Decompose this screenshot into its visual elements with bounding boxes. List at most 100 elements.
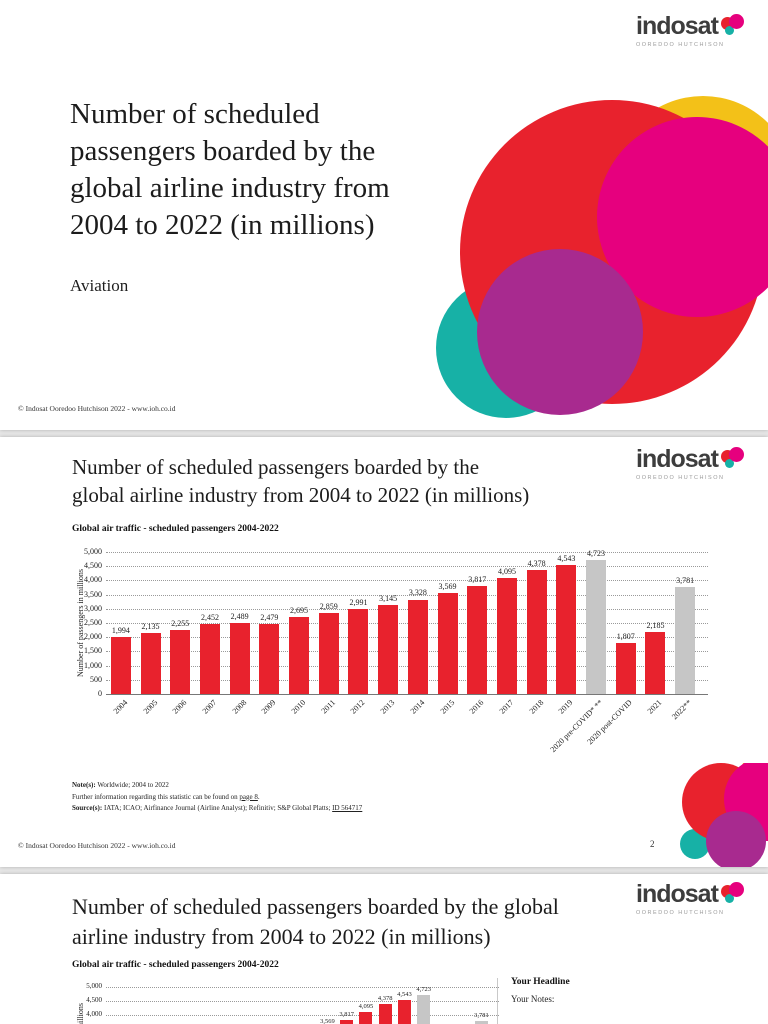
title-line: Number of scheduled passengers boarded b… bbox=[72, 894, 559, 919]
y-axis-title: Number of passengers in millions bbox=[76, 569, 85, 677]
y-tick-label: 3,000 bbox=[84, 603, 102, 613]
bar-value-label: 3,817 bbox=[468, 574, 487, 584]
note-line-1: Note(s): Worldwide; 2004 to 2022 bbox=[72, 780, 362, 792]
bar-2015 bbox=[437, 592, 458, 694]
bar-2014 bbox=[407, 599, 428, 694]
x-tick-label: 2006 bbox=[170, 698, 189, 716]
bar-2019 bbox=[397, 999, 411, 1024]
bar-value-label: 2,695 bbox=[290, 606, 309, 616]
slide-title: Number of scheduled passengers boarded b… bbox=[72, 453, 529, 509]
y-tick-label: 500 bbox=[90, 674, 102, 684]
bar-value-label: 2,452 bbox=[200, 613, 219, 623]
x-tick-label: 2012 bbox=[349, 698, 367, 716]
bar-2012 bbox=[348, 609, 369, 694]
y-tick-label: 4,500 bbox=[84, 561, 102, 571]
bar-2005 bbox=[140, 633, 161, 694]
logo-wordmark: indosat bbox=[636, 445, 719, 473]
y-tick-label: 4,000 bbox=[86, 1010, 102, 1018]
gridline bbox=[106, 665, 708, 667]
bar-value-label: 4,378 bbox=[527, 558, 546, 568]
bar-value-label: 2,859 bbox=[319, 601, 338, 611]
note-text: Worldwide; 2004 to 2022 bbox=[95, 781, 169, 789]
x-tick-label: 2018 bbox=[527, 698, 546, 716]
chart-subtitle: Global air traffic - scheduled passenger… bbox=[72, 524, 279, 534]
copyright-text: © Indosat Ooredoo Hutchison 2022 - www.i… bbox=[18, 404, 176, 413]
logo-subtext: OOREDOO HUTCHISON bbox=[636, 42, 725, 48]
x-tick-label: 2008 bbox=[230, 698, 249, 716]
bar-value-label: 4,378 bbox=[377, 995, 393, 1003]
y-axis-title: Number of passengers in millions bbox=[76, 987, 85, 1024]
gridline bbox=[106, 608, 708, 610]
gridline bbox=[106, 552, 708, 553]
x-tick-label: 2020 pre-COVID* ** bbox=[548, 698, 605, 755]
bar-value-label: 2,135 bbox=[141, 622, 160, 632]
bar-value-label: 3,569 bbox=[320, 1018, 335, 1024]
statistic-id-link[interactable]: ID 564717 bbox=[332, 804, 363, 812]
gridline bbox=[106, 987, 499, 988]
bar-2010 bbox=[289, 617, 310, 694]
x-tick-label: 2015 bbox=[438, 698, 456, 716]
y-tick-label: 0 bbox=[98, 689, 102, 698]
panel-notes: Your Notes: bbox=[511, 994, 555, 1004]
passengers-bar-chart-small: 05001,0001,5002,0002,5003,0003,5004,0004… bbox=[76, 982, 499, 1024]
y-tick-label: 1,000 bbox=[84, 660, 102, 670]
decor-circle-purple bbox=[706, 811, 766, 867]
cover-title: Number of scheduled passengers boarded b… bbox=[70, 96, 390, 244]
title-line: Number of scheduled bbox=[70, 98, 320, 130]
x-tick-label: 2010 bbox=[289, 698, 308, 716]
gridline bbox=[106, 651, 708, 653]
y-tick-label: 4,000 bbox=[84, 575, 102, 585]
gridline bbox=[106, 679, 708, 681]
gridline bbox=[106, 694, 708, 695]
further-period: . bbox=[257, 792, 260, 801]
note-line-3: Source(s): IATA; ICAO; Airfinance Journa… bbox=[72, 803, 362, 815]
title-line: passengers boarded by the bbox=[70, 135, 376, 167]
logo-wordmark: indosat bbox=[636, 880, 719, 908]
bar-value-label: 1,994 bbox=[111, 626, 130, 636]
page-number: 2 bbox=[650, 839, 655, 849]
chart-notes: Note(s): Worldwide; 2004 to 2022 Further… bbox=[72, 780, 362, 815]
gridline bbox=[106, 566, 708, 568]
x-tick-label: 2019 bbox=[557, 698, 575, 716]
title-line: airline industry from 2004 to 2022 (in m… bbox=[72, 924, 491, 949]
logo-mark-icon bbox=[720, 447, 745, 473]
bar-value-label: 4,095 bbox=[497, 566, 516, 576]
gridline bbox=[106, 623, 708, 624]
copyright-text: © Indosat Ooredoo Hutchison 2022 - www.i… bbox=[18, 841, 176, 850]
bar-2021 bbox=[645, 631, 666, 694]
y-tick-label: 4,500 bbox=[86, 996, 102, 1004]
bar-value-label: 2,479 bbox=[260, 612, 279, 622]
y-tick-label: 2,000 bbox=[84, 632, 102, 642]
bar-2020-pre-COVID- bbox=[417, 994, 431, 1024]
logo-subtext: OOREDOO HUTCHISON bbox=[636, 910, 725, 916]
bar-value-label: 2,185 bbox=[646, 620, 665, 630]
bar-value-label: 2,255 bbox=[171, 618, 190, 628]
passengers-bar-chart: 0 500 1,000 1,500 2,000 2,500 3,000 3,500 4,000 4… bbox=[76, 547, 708, 754]
chart-subtitle: Global air traffic - scheduled passenger… bbox=[72, 960, 279, 970]
page1-artwork bbox=[0, 0, 768, 430]
note-label: Note(s): bbox=[72, 781, 96, 789]
logo-subtext: OOREDOO HUTCHISON bbox=[636, 475, 725, 481]
bar-2019 bbox=[556, 564, 577, 694]
bar-2016 bbox=[340, 1020, 354, 1024]
bar-value-label: 2,489 bbox=[230, 612, 249, 622]
decor-circle-purple bbox=[477, 249, 643, 415]
page-1: indosat OOREDOO HUTCHISON Number of sche… bbox=[0, 0, 768, 430]
page-8-link[interactable]: page 8 bbox=[239, 792, 258, 801]
bar-value-label: 3,781 bbox=[474, 1012, 489, 1020]
bar-value-label: 4,723 bbox=[416, 985, 431, 993]
indosat-logo: indosat OOREDOO HUTCHISON bbox=[636, 882, 762, 916]
x-tick-label: 2014 bbox=[408, 698, 427, 716]
x-tick-label: 2021 bbox=[646, 698, 664, 716]
page2-artwork bbox=[678, 763, 768, 867]
x-tick-label: 2022** bbox=[670, 698, 694, 722]
slide-title: Number of scheduled passengers boarded b… bbox=[72, 892, 559, 952]
further-text: Further information regarding this stati… bbox=[72, 792, 240, 801]
bar-value-label: 3,569 bbox=[438, 581, 457, 591]
bar-value-label: 4,543 bbox=[557, 553, 576, 563]
page-2: indosat OOREDOO HUTCHISON Number of sche… bbox=[0, 437, 768, 867]
bar-2022- bbox=[474, 1021, 488, 1024]
logo-wordmark: indosat bbox=[636, 12, 719, 40]
bar-2017 bbox=[359, 1012, 373, 1024]
